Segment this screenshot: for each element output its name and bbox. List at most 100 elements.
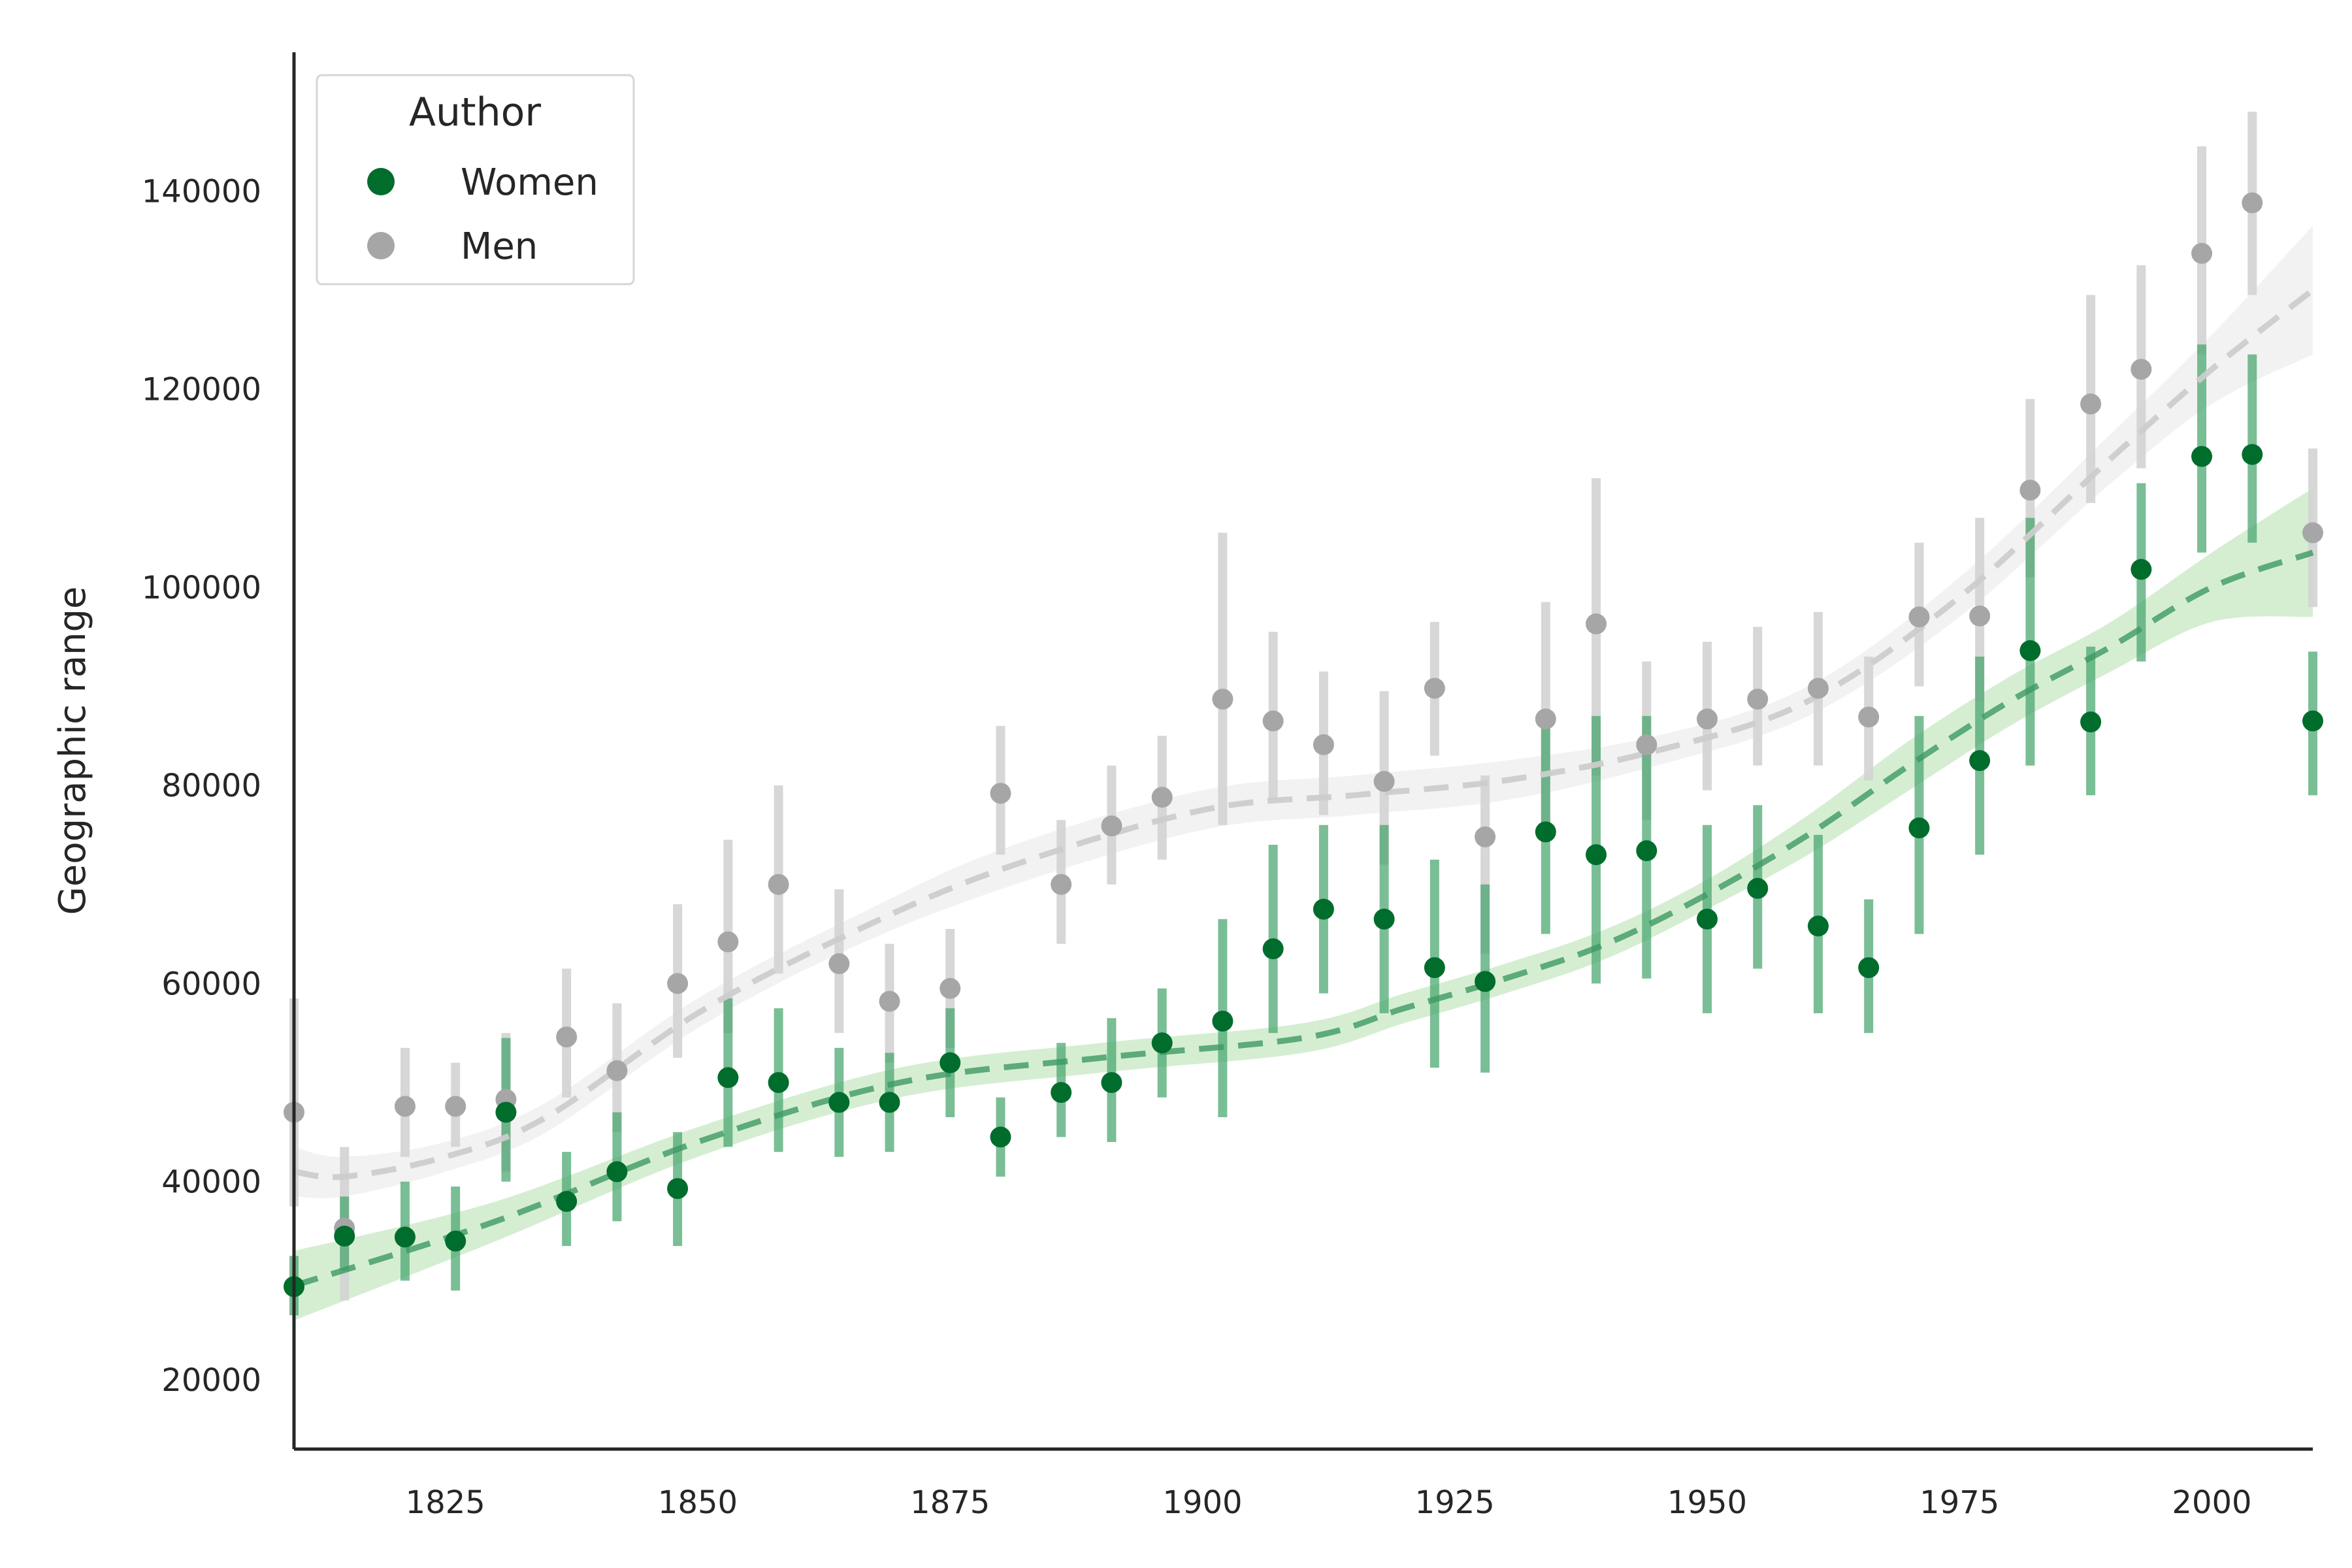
men-point bbox=[2019, 480, 2041, 501]
women-point bbox=[1636, 840, 1658, 862]
men-point bbox=[1807, 678, 1829, 699]
x-tick-label: 1825 bbox=[406, 1484, 485, 1521]
men-point bbox=[667, 973, 689, 994]
x-tick-label: 1900 bbox=[1162, 1484, 1242, 1521]
men-point bbox=[556, 1026, 578, 1048]
men-point bbox=[990, 783, 1011, 804]
men-point bbox=[2131, 359, 2152, 380]
legend-box bbox=[316, 74, 635, 286]
men-point bbox=[445, 1096, 466, 1117]
x-tick-label: 2000 bbox=[2172, 1484, 2251, 1521]
men-point bbox=[717, 931, 739, 953]
legend-title: Author bbox=[409, 90, 541, 135]
men-point bbox=[394, 1096, 416, 1117]
women-point bbox=[1908, 817, 1930, 839]
women-point bbox=[1051, 1082, 1072, 1103]
women-point bbox=[1969, 750, 1991, 772]
women-point bbox=[1151, 1032, 1173, 1054]
men-point bbox=[2080, 393, 2102, 415]
men-point bbox=[1051, 874, 1072, 895]
women-point bbox=[445, 1230, 466, 1252]
men-point bbox=[1262, 710, 1284, 732]
men-point bbox=[1586, 613, 1607, 634]
legend-items: Women Men bbox=[367, 161, 598, 268]
women-point bbox=[828, 1092, 850, 1113]
women-point bbox=[2080, 711, 2102, 733]
women-point bbox=[667, 1178, 689, 1200]
women-point bbox=[334, 1225, 355, 1247]
men-point bbox=[1697, 708, 1718, 730]
x-tick-label: 1925 bbox=[1415, 1484, 1495, 1521]
men-point bbox=[1151, 787, 1173, 808]
women-point bbox=[1586, 844, 1607, 866]
women-point bbox=[2019, 640, 2041, 661]
women-point bbox=[1807, 915, 1829, 937]
women-point bbox=[990, 1126, 1011, 1148]
men-point bbox=[1535, 708, 1556, 730]
men-point bbox=[606, 1060, 628, 1081]
women-point bbox=[2191, 446, 2213, 467]
x-tick-labels: 1825 1850 1875 1900 1925 1950 1975 2000 bbox=[406, 1484, 2252, 1521]
data-points bbox=[284, 192, 2323, 1298]
men-point bbox=[2302, 522, 2323, 544]
women-point bbox=[939, 1052, 961, 1073]
y-tick-label: 120000 bbox=[142, 372, 261, 408]
women-point bbox=[1535, 821, 1556, 843]
men-point bbox=[1858, 706, 1880, 728]
women-point bbox=[1262, 938, 1284, 960]
women-confidence-band bbox=[294, 488, 2313, 1320]
men-point bbox=[1373, 771, 1395, 792]
women-point bbox=[495, 1102, 517, 1123]
axes bbox=[292, 52, 2313, 1451]
men-point bbox=[1212, 689, 1233, 710]
y-tick-label: 140000 bbox=[142, 173, 261, 210]
legend-marker-women bbox=[367, 168, 395, 195]
women-point bbox=[2131, 559, 2152, 580]
y-tick-label: 100000 bbox=[142, 570, 261, 606]
y-tick-label: 60000 bbox=[161, 966, 261, 1002]
men-point bbox=[1969, 605, 1991, 627]
men-point bbox=[879, 990, 900, 1012]
legend-label-men: Men bbox=[461, 225, 538, 268]
x-tick-label: 1850 bbox=[658, 1484, 738, 1521]
men-point bbox=[939, 977, 961, 999]
x-tick-label: 1950 bbox=[1667, 1484, 1747, 1521]
women-point bbox=[1475, 971, 1496, 992]
men-point bbox=[1101, 815, 1122, 837]
women-point bbox=[2242, 444, 2263, 465]
trend-lines bbox=[293, 287, 2315, 1289]
men-point bbox=[768, 874, 789, 895]
men-point bbox=[1313, 734, 1334, 755]
women-point bbox=[394, 1226, 416, 1248]
men-point bbox=[2191, 242, 2213, 264]
women-point bbox=[1424, 957, 1445, 979]
women-point bbox=[879, 1092, 900, 1113]
women-point bbox=[1212, 1010, 1233, 1032]
men-point bbox=[1475, 826, 1496, 847]
women-point bbox=[1101, 1071, 1122, 1093]
x-tick-label: 1875 bbox=[910, 1484, 990, 1521]
legend-label-women: Women bbox=[461, 161, 598, 204]
men-trend-line bbox=[293, 287, 2315, 1181]
legend-marker-men bbox=[367, 232, 395, 259]
men-point bbox=[1636, 734, 1658, 755]
women-point bbox=[717, 1067, 739, 1088]
men-point bbox=[2242, 192, 2263, 214]
women-point bbox=[1747, 877, 1769, 899]
legend: Author Women Men bbox=[316, 74, 635, 286]
women-point bbox=[768, 1071, 789, 1093]
women-point bbox=[1858, 957, 1880, 979]
women-point bbox=[556, 1190, 578, 1212]
y-axis-label: Geographic range bbox=[52, 586, 94, 915]
y-tick-label: 40000 bbox=[161, 1164, 261, 1201]
y-tick-label: 80000 bbox=[161, 768, 261, 804]
men-point bbox=[1747, 689, 1769, 710]
women-point bbox=[1313, 898, 1334, 920]
men-point bbox=[828, 953, 850, 975]
y-tick-labels: 20000 40000 60000 80000 100000 120000 140000 bbox=[142, 173, 261, 1399]
y-tick-label: 20000 bbox=[161, 1362, 261, 1399]
women-trend-line bbox=[293, 549, 2314, 1289]
men-point bbox=[1908, 606, 1930, 628]
women-point bbox=[1697, 908, 1718, 930]
